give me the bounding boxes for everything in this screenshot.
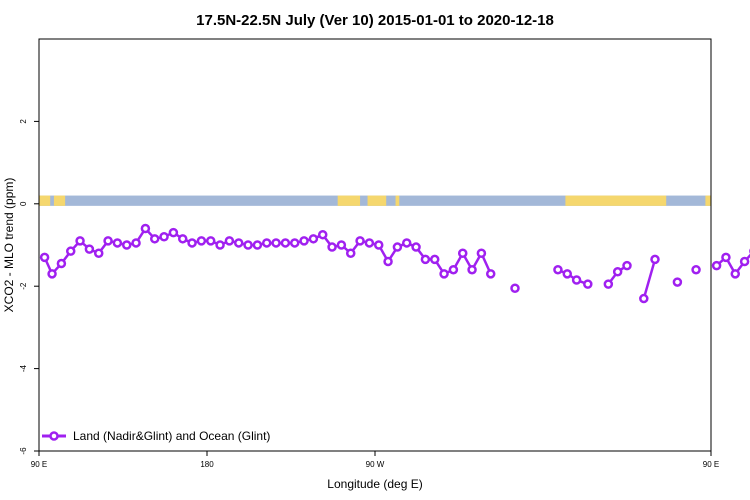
data-point: [112, 238, 123, 248]
data-point: [583, 279, 593, 289]
data-point: [401, 238, 412, 248]
data-point: [411, 242, 421, 252]
land-segment: [705, 195, 711, 206]
x-tick-label: 90 W: [366, 460, 385, 469]
data-point: [691, 264, 701, 275]
y-tick-label: 2: [19, 119, 28, 124]
land-segment: [39, 195, 51, 206]
axes: 90 E 180 90 W 90 E-6-4-202: [19, 38, 719, 469]
data-point: [345, 248, 356, 258]
data-point: [131, 238, 141, 248]
data-point: [261, 238, 272, 248]
y-tick-label: -2: [19, 282, 28, 290]
legend: Land (Nadir&Glint) and Ocean (Glint): [42, 429, 270, 443]
data-point: [177, 234, 188, 244]
data-point: [510, 283, 520, 294]
data-point: [603, 279, 614, 289]
series-layer: [39, 223, 750, 304]
data-point: [392, 242, 403, 252]
data-point: [196, 236, 207, 246]
data-point: [93, 248, 104, 258]
y-tick-label: -6: [19, 447, 28, 455]
data-point: [84, 244, 95, 254]
land-segment: [367, 195, 387, 206]
y-tick-label: -4: [19, 364, 28, 372]
data-point: [271, 238, 281, 248]
data-point: [650, 254, 660, 265]
data-point: [485, 269, 496, 279]
series-line: [715, 253, 750, 276]
data-point: [457, 248, 468, 258]
series-line: [43, 227, 492, 276]
series-line: [642, 259, 657, 299]
data-point: [355, 236, 365, 246]
series-line: [557, 268, 589, 286]
land-segment: [337, 195, 361, 206]
data-point: [39, 252, 50, 263]
data-point: [252, 240, 263, 250]
data-point: [420, 254, 431, 265]
data-point: [289, 238, 300, 248]
data-point: [364, 238, 375, 248]
data-point: [205, 236, 216, 246]
data-point: [571, 275, 582, 285]
data-point: [672, 277, 683, 287]
data-point: [327, 242, 337, 252]
x-axis-label: Longitude (deg E): [327, 477, 422, 491]
data-point: [243, 240, 253, 250]
data-point: [739, 256, 750, 267]
data-point: [553, 264, 563, 275]
data-point: [75, 236, 85, 246]
y-tick-label: 0: [19, 201, 28, 206]
data-point: [439, 269, 449, 279]
data-point: [476, 248, 487, 258]
data-point: [448, 264, 459, 275]
data-point: [56, 258, 67, 269]
data-point: [429, 254, 440, 265]
data-point: [168, 227, 179, 238]
legend-marker: [49, 431, 59, 441]
data-point: [317, 229, 328, 240]
data-point: [159, 232, 169, 242]
data-point: [103, 236, 113, 246]
data-point: [47, 269, 57, 279]
data-point: [140, 223, 151, 234]
data-point: [299, 236, 309, 246]
data-point: [467, 264, 477, 275]
x-tick-label: 90 E: [703, 460, 719, 469]
x-tick-label: 180: [200, 460, 214, 469]
chart-title: 17.5N-22.5N July (Ver 10) 2015-01-01 to …: [196, 12, 554, 29]
data-point: [65, 246, 76, 256]
data-point: [308, 234, 319, 244]
data-point: [149, 234, 160, 244]
data-point: [187, 238, 197, 248]
data-point: [730, 269, 741, 279]
data-point: [639, 293, 649, 304]
land-segment: [565, 195, 667, 206]
data-point: [622, 260, 632, 271]
data-point: [612, 267, 623, 277]
data-point: [233, 238, 244, 248]
land-segment: [53, 195, 66, 206]
data-point: [721, 252, 731, 263]
data-point: [215, 240, 225, 250]
data-point: [562, 269, 573, 279]
legend-label: Land (Nadir&Glint) and Ocean (Glint): [73, 429, 270, 443]
land-mask: [39, 195, 711, 206]
data-point: [373, 240, 384, 250]
y-axis-label: XCO2 - MLO trend (ppm): [2, 178, 16, 313]
land-segment: [395, 195, 400, 206]
data-point: [336, 240, 347, 250]
data-point: [711, 260, 722, 271]
data-point: [224, 236, 235, 246]
data-point: [280, 238, 291, 248]
data-point: [383, 256, 393, 267]
x-tick-label: 90 E: [31, 460, 47, 469]
data-point: [121, 240, 132, 250]
